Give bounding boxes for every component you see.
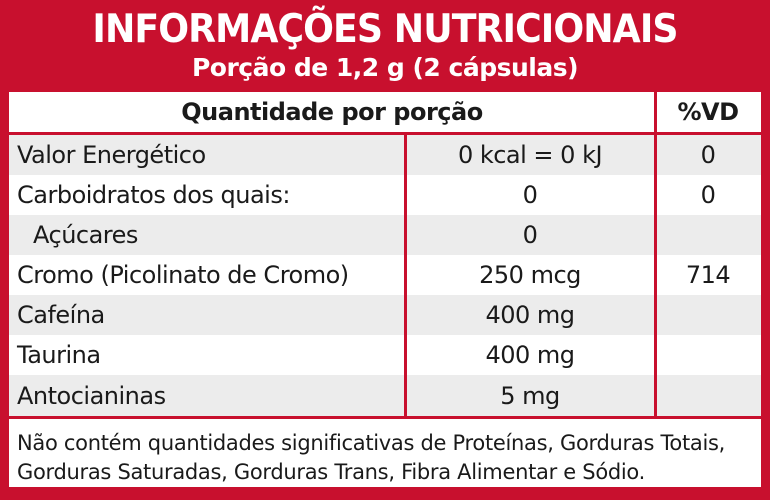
nutrient-quantity: 400 mg — [485, 301, 575, 329]
nutrient-vd — [655, 295, 761, 335]
nutrient-quantity: 400 mg — [485, 341, 575, 369]
table-row: Cafeína 400 mg — [9, 295, 761, 335]
nutrient-vd — [655, 215, 761, 255]
table-row: Açúcares 0 — [9, 215, 761, 255]
serving-size: Porção de 1,2 g (2 cápsulas) — [191, 53, 579, 82]
nutrient-name: Antocianinas — [17, 381, 166, 410]
nutrient-quantity: 250 mcg — [479, 261, 581, 289]
nutrient-vd: 0 — [700, 181, 716, 209]
nutrient-name: Cafeína — [17, 301, 105, 329]
footnote-divider — [9, 416, 761, 419]
header-divider — [9, 132, 761, 135]
table-header-row: Quantidade por porção %VD — [9, 92, 761, 132]
footnote: Não contém quantidades significativas de… — [17, 431, 726, 484]
table-row: Antocianinas 5 mg — [9, 375, 761, 416]
column-header-quantity: Quantidade por porção — [181, 98, 483, 126]
column-divider — [654, 92, 657, 416]
page-title: INFORMAÇÕES NUTRICIONAIS — [92, 7, 678, 52]
nutrient-vd: 0 — [700, 141, 716, 169]
nutrient-name: Carboidratos dos quais: — [17, 181, 290, 209]
nutrient-vd — [655, 375, 761, 416]
table-row: Taurina 400 mg — [9, 335, 761, 375]
column-header-vd: %VD — [677, 98, 739, 126]
nutrition-table: Quantidade por porção %VD Valor Energéti… — [9, 92, 761, 487]
nutrient-quantity: 0 — [522, 221, 538, 249]
nutrient-quantity: 5 mg — [500, 381, 560, 410]
column-divider — [404, 135, 407, 416]
nutrient-quantity: 0 — [522, 181, 538, 209]
nutrient-vd: 714 — [685, 261, 731, 289]
table-row: Carboidratos dos quais: 0 0 — [9, 175, 761, 215]
nutrient-quantity: 0 kcal = 0 kJ — [457, 141, 603, 169]
header: INFORMAÇÕES NUTRICIONAIS Porção de 1,2 g… — [0, 0, 770, 92]
nutrient-vd — [655, 335, 761, 375]
table-row: Valor Energético 0 kcal = 0 kJ 0 — [9, 135, 761, 175]
nutrient-name: Taurina — [17, 341, 101, 369]
nutrient-name: Açúcares — [33, 221, 138, 249]
nutrient-name: Cromo (Picolinato de Cromo) — [17, 261, 349, 289]
table-row: Cromo (Picolinato de Cromo) 250 mcg 714 — [9, 255, 761, 295]
nutrient-name: Valor Energético — [17, 141, 206, 169]
